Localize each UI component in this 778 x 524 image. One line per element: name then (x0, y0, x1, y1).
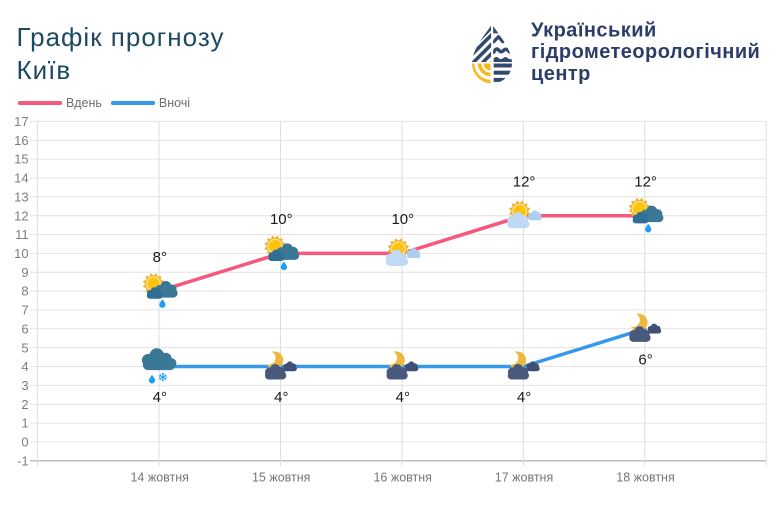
svg-text:2: 2 (21, 397, 28, 412)
svg-text:17 жовтня: 17 жовтня (495, 471, 553, 485)
svg-text:6°: 6° (638, 351, 652, 368)
svg-text:3: 3 (21, 378, 28, 393)
svg-text:17: 17 (14, 114, 28, 129)
svg-text:12: 12 (14, 208, 28, 223)
svg-text:9: 9 (21, 265, 28, 280)
svg-text:16 жовтня: 16 жовтня (373, 471, 431, 485)
svg-text:10°: 10° (391, 211, 414, 228)
svg-text:8°: 8° (153, 249, 167, 266)
svg-text:11: 11 (15, 227, 29, 242)
svg-text:Український: Український (531, 20, 657, 41)
svg-text:4°: 4° (517, 389, 531, 406)
svg-text:12°: 12° (634, 173, 657, 190)
svg-text:10°: 10° (270, 211, 293, 228)
svg-text:центр: центр (531, 63, 591, 85)
svg-text:14: 14 (14, 171, 28, 186)
svg-text:10: 10 (14, 246, 28, 261)
svg-text:7: 7 (21, 303, 28, 318)
svg-text:4°: 4° (396, 389, 410, 406)
svg-text:1: 1 (21, 416, 28, 431)
svg-text:14 жовтня: 14 жовтня (130, 471, 188, 485)
svg-text:-1: -1 (17, 453, 29, 468)
svg-text:12°: 12° (513, 173, 536, 190)
svg-text:15: 15 (14, 152, 28, 167)
svg-text:0: 0 (21, 435, 28, 450)
svg-text:13: 13 (14, 189, 28, 204)
svg-text:гідрометеорологічний: гідрометеорологічний (531, 41, 760, 63)
svg-text:4°: 4° (274, 389, 288, 406)
svg-text:15 жовтня: 15 жовтня (252, 471, 310, 485)
svg-text:8: 8 (21, 284, 28, 299)
svg-text:4: 4 (21, 359, 28, 374)
svg-text:5: 5 (21, 340, 28, 355)
svg-text:16: 16 (14, 133, 28, 148)
svg-text:18 жовтня: 18 жовтня (616, 471, 674, 485)
svg-text:4°: 4° (153, 389, 167, 406)
svg-text:6: 6 (21, 321, 28, 336)
